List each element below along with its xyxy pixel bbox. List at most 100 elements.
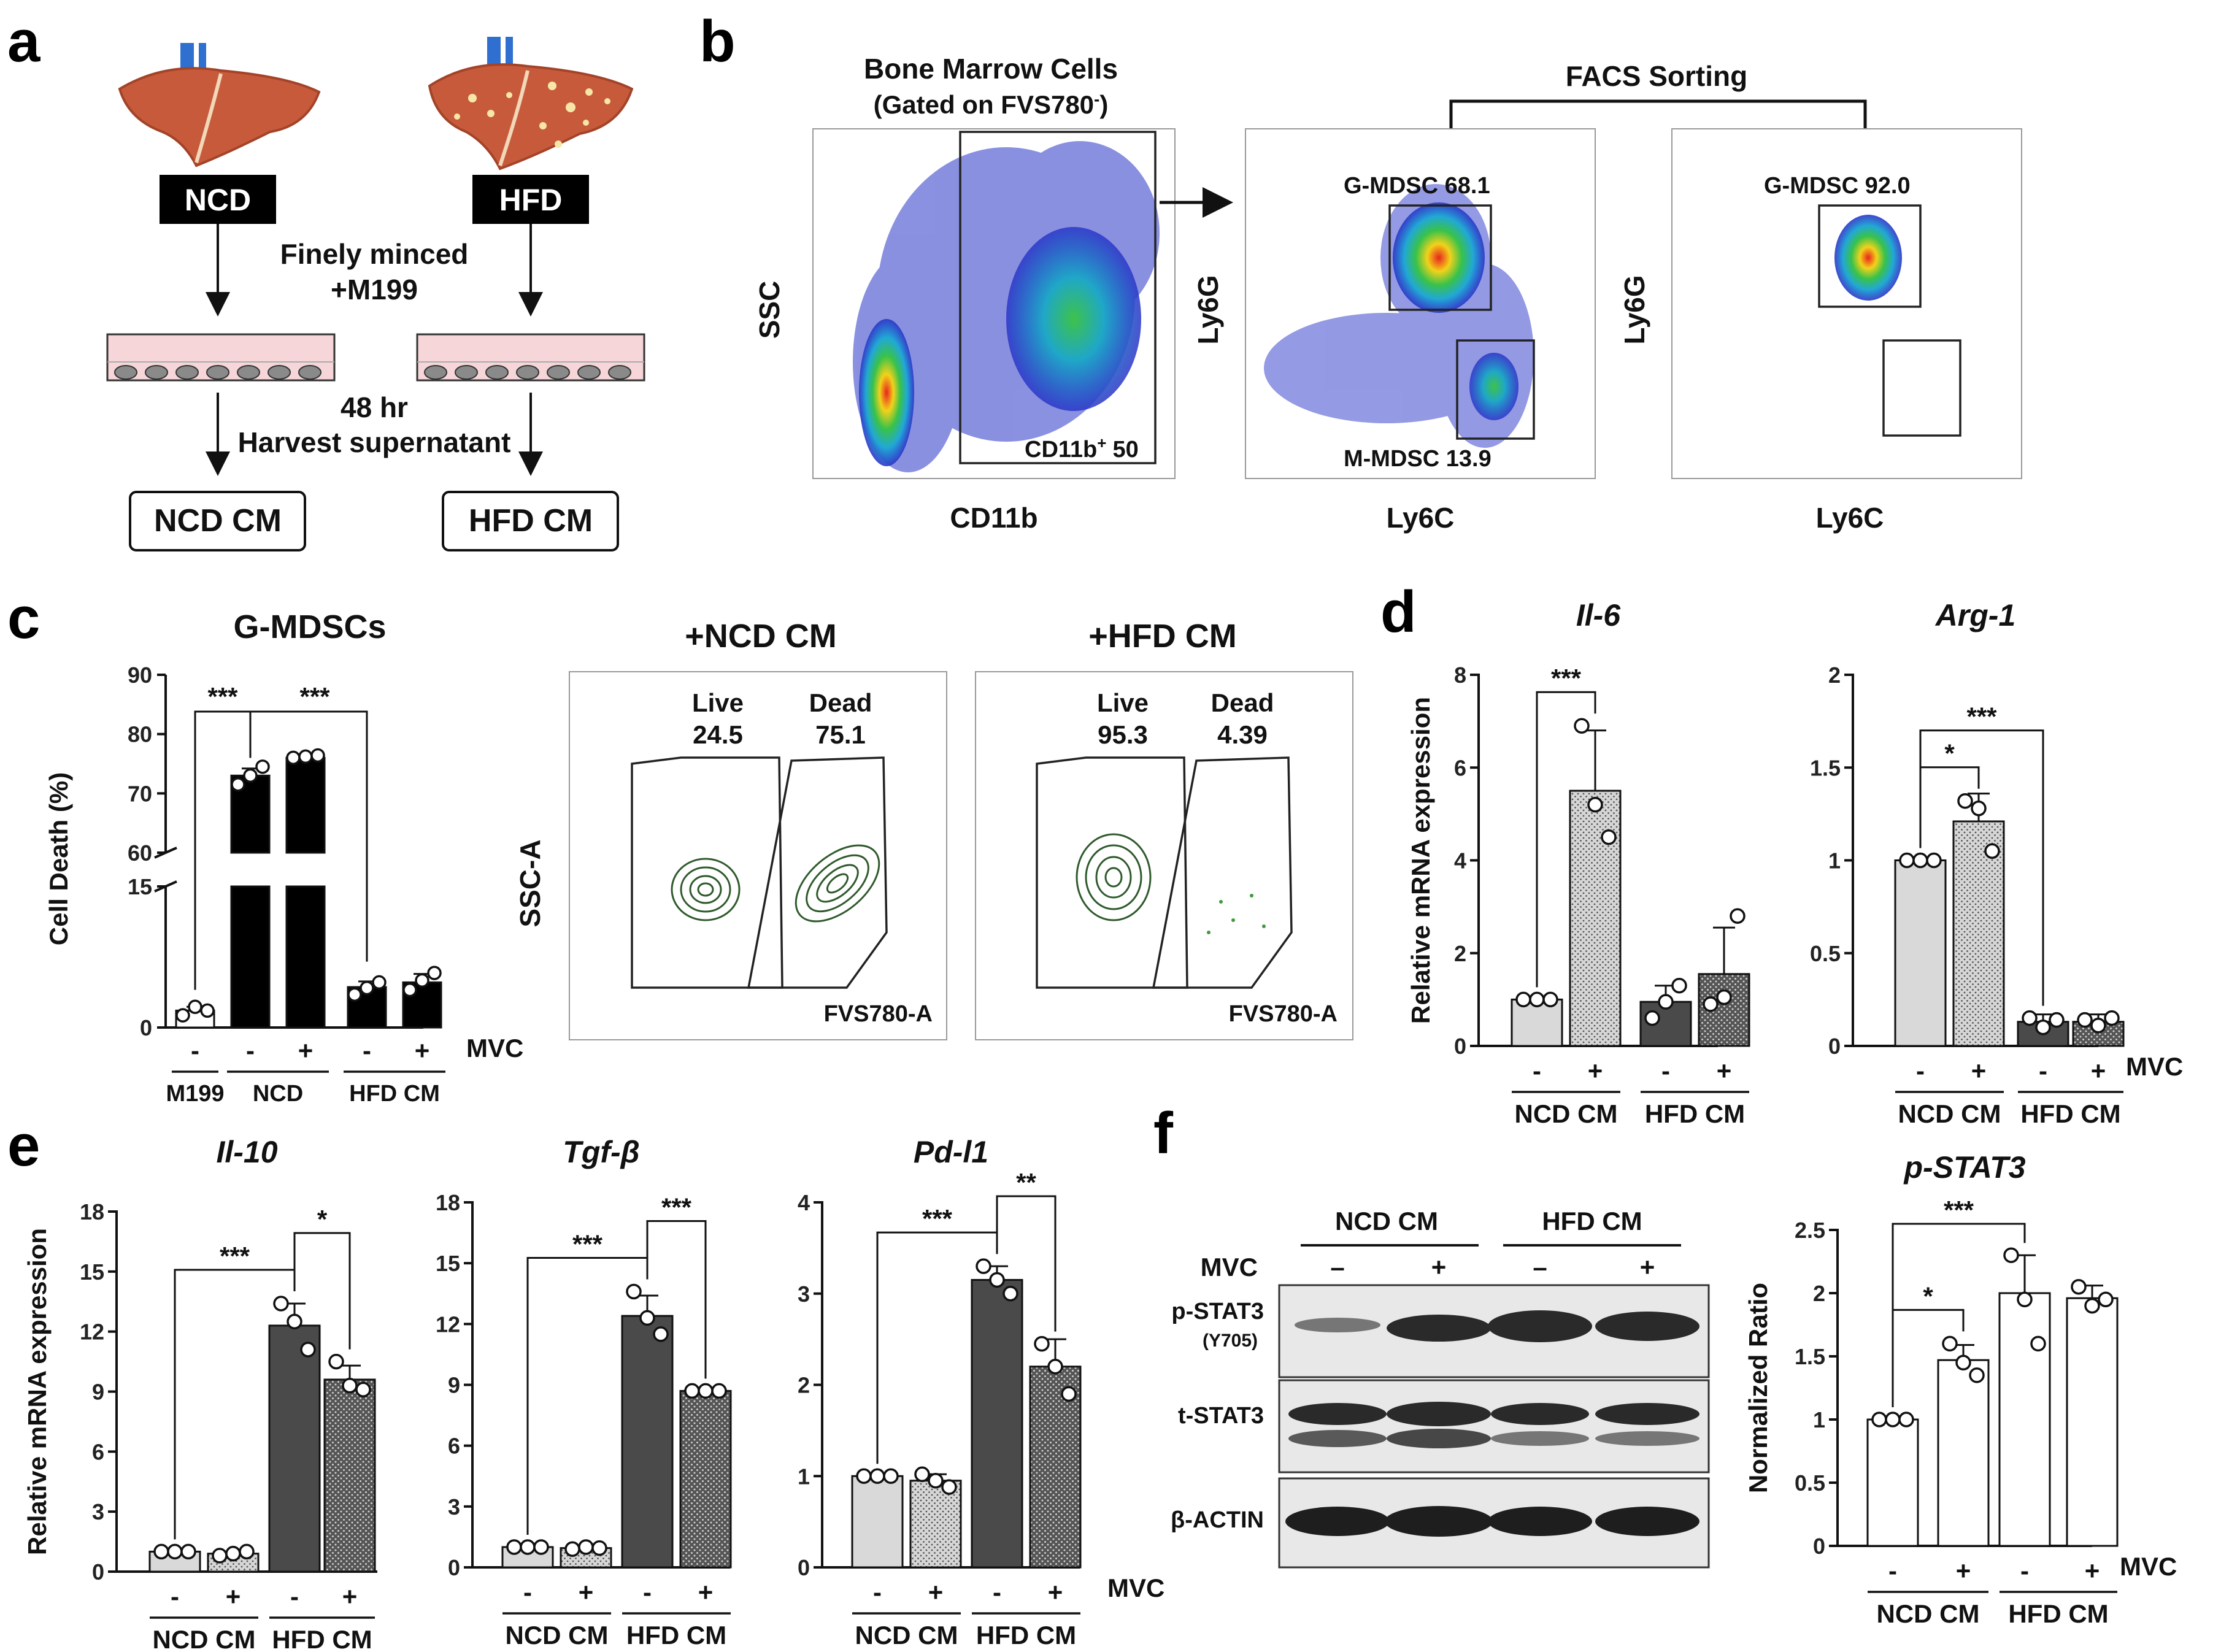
hfd-live-label: Live bbox=[1097, 688, 1149, 717]
y-tick-label: 1.5 bbox=[1810, 755, 1841, 780]
y-axis-label: Normalized Ratio bbox=[1744, 1283, 1773, 1493]
bar bbox=[1998, 1292, 2051, 1547]
flow-plot2-xlabel: Ly6C bbox=[1387, 502, 1455, 534]
x-sign-label: + bbox=[298, 1036, 314, 1065]
y-tick-label: 0.5 bbox=[1810, 941, 1841, 966]
ncd-dead-contours bbox=[795, 844, 880, 923]
chart-d-il6: 0 2 4 6 8 Il-6 Relative mRNA expression *** - + - +… bbox=[1406, 598, 1750, 1128]
data-point bbox=[1899, 852, 1915, 869]
y-tick-label: 60 bbox=[128, 840, 152, 866]
data-point bbox=[255, 759, 270, 774]
ncd-label: NCD bbox=[185, 183, 251, 217]
x-sign-label: - bbox=[246, 1036, 255, 1065]
group-label-hfd-cm: HFD CM bbox=[349, 1081, 440, 1107]
group-label-hfd-cm: HFD CM bbox=[2020, 1099, 2120, 1128]
data-point bbox=[1644, 1010, 1660, 1026]
data-point bbox=[2022, 1010, 2038, 1026]
significance-label: *** bbox=[299, 682, 330, 711]
y-tick-label: 12 bbox=[436, 1312, 460, 1337]
data-point bbox=[1730, 908, 1746, 924]
data-point bbox=[883, 1468, 899, 1484]
data-point bbox=[1955, 1354, 1971, 1371]
hfd-dead-gate bbox=[1152, 756, 1293, 989]
data-point bbox=[2071, 1278, 2087, 1295]
y-axis-label: Relative mRNA expression bbox=[1406, 697, 1435, 1024]
y-tick-label: 9 bbox=[92, 1380, 104, 1405]
significance-bracket bbox=[1536, 691, 1596, 988]
y-tick-label: 8 bbox=[1454, 663, 1466, 688]
data-point bbox=[928, 1472, 944, 1489]
hfd-dead-label: Dead bbox=[1211, 688, 1274, 717]
y-tick-label: 6 bbox=[448, 1434, 460, 1459]
cd11b-gate-label: CD11b+ 50 bbox=[1025, 434, 1139, 463]
panel-label-a: a bbox=[7, 9, 40, 74]
x-sign-label: + bbox=[1956, 1556, 1971, 1585]
data-point bbox=[520, 1539, 536, 1555]
chart-title: Arg-1 bbox=[1934, 598, 2016, 632]
x-sign-label: - bbox=[643, 1578, 652, 1607]
group-label-hfd-cm: HFD CM bbox=[626, 1621, 726, 1650]
y-tick-label: 3 bbox=[798, 1281, 810, 1307]
data-point bbox=[231, 777, 245, 792]
m-mdsc-pre-label: M-MDSC 13.9 bbox=[1344, 446, 1492, 472]
chart-c-cell-death: 0 15 60 70 80 90 G-MDSCs Cell Death (%) *** *** - -… bbox=[44, 609, 523, 1107]
significance-bracket bbox=[1919, 729, 2044, 1006]
flow-plot-ly6g-ly6c-pre: G-MDSC 68.1 M-MDSC 13.9 Ly6G Ly6C bbox=[1192, 128, 1596, 534]
blot-tstat3-bands bbox=[1288, 1402, 1699, 1448]
blot-ncd-cm-label: NCD CM bbox=[1335, 1207, 1438, 1235]
significance-bracket bbox=[996, 1195, 1057, 1332]
significance-label: *** bbox=[220, 1242, 250, 1270]
blot-lane3: – bbox=[1533, 1253, 1547, 1281]
data-point bbox=[914, 1466, 930, 1483]
blot-actin-bands bbox=[1285, 1506, 1699, 1537]
panel-b-flow: Bone Marrow Cells (Gated on FVS780-) FAC… bbox=[753, 53, 2022, 534]
data-point bbox=[328, 1353, 344, 1370]
x-sign-label: + bbox=[415, 1036, 430, 1065]
panel-a-schematic: NCD HFD Finely minced +M199 48 hr H bbox=[106, 37, 645, 551]
ssc-a-ylabel: SSC-A bbox=[514, 839, 546, 927]
data-point bbox=[188, 999, 202, 1015]
data-point bbox=[2098, 1291, 2114, 1308]
group-label-m199: M199 bbox=[166, 1081, 224, 1107]
data-point bbox=[856, 1468, 872, 1484]
data-point bbox=[2104, 1010, 2120, 1026]
y-tick-label: 12 bbox=[80, 1320, 104, 1345]
x-sign-label: - bbox=[1916, 1056, 1925, 1085]
data-point bbox=[591, 1540, 607, 1556]
significance-label: * bbox=[1944, 739, 1955, 768]
hfd-label-box bbox=[472, 175, 589, 224]
data-point bbox=[1542, 991, 1558, 1008]
y-tick-label: 0 bbox=[1454, 1034, 1466, 1059]
flow-plot-hfd-cm: Live Dead 95.3 4.39 FVS780-A bbox=[975, 671, 1353, 1040]
chart-e-tgfb: 0 3 6 9 12 15 18 Tgf-β *** *** - + - + NCD CM HFD CM bbox=[436, 1135, 732, 1650]
data-point bbox=[1047, 1359, 1063, 1375]
data-point bbox=[639, 1310, 655, 1326]
blot-lane1: – bbox=[1330, 1253, 1344, 1281]
group-label-hfd-cm: HFD CM bbox=[272, 1625, 372, 1652]
y-tick-label: 2.5 bbox=[1795, 1218, 1825, 1243]
x-sign-label: + bbox=[1048, 1578, 1063, 1607]
chart-title: Pd-l1 bbox=[914, 1135, 988, 1169]
group-label-hfd-cm: HFD CM bbox=[976, 1621, 1076, 1650]
significance-bracket bbox=[646, 1220, 707, 1379]
group-label-ncd-cm: NCD CM bbox=[1515, 1099, 1618, 1128]
data-point bbox=[1926, 852, 1942, 869]
blot-lane2: + bbox=[1431, 1253, 1447, 1281]
flow-plot1-xlabel: CD11b bbox=[950, 502, 1037, 534]
m-mdsc-gate-post bbox=[1882, 339, 1961, 437]
blot-tstat3-membrane bbox=[1278, 1379, 1710, 1473]
panel-f-western-blot: NCD CM HFD CM MVC – + – + p-STAT3 (Y705)… bbox=[1171, 1207, 1710, 1569]
hfd-label: HFD bbox=[499, 183, 563, 217]
y-tick-label: 9 bbox=[448, 1373, 460, 1398]
data-point bbox=[153, 1543, 169, 1560]
x-sign-label: + bbox=[928, 1578, 944, 1607]
data-point bbox=[653, 1326, 669, 1342]
y-tick-label: 0 bbox=[448, 1555, 460, 1580]
y-tick-label: 1 bbox=[1828, 848, 1841, 874]
g-mdsc-pre-label: G-MDSC 68.1 bbox=[1344, 173, 1490, 199]
y-tick-label: 70 bbox=[128, 781, 152, 806]
bar bbox=[1894, 859, 1947, 1047]
panel-label-f: f bbox=[1153, 1101, 1174, 1166]
y-tick-label: 3 bbox=[448, 1494, 460, 1519]
